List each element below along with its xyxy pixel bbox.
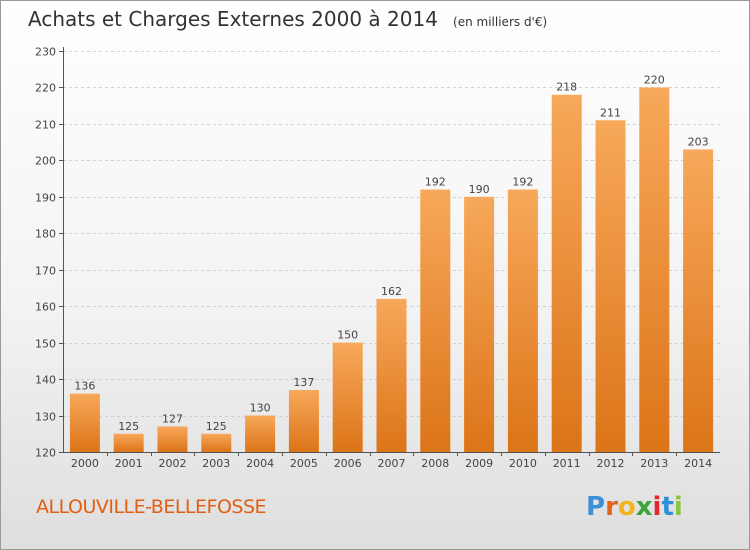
axes: 120 130 140 150 160 170 180 190 200 210 220 230 2000… bbox=[35, 46, 720, 470]
bar-2009 bbox=[464, 196, 495, 452]
logo-letter: i bbox=[673, 492, 683, 522]
bars bbox=[69, 87, 714, 453]
logo-letter: i bbox=[652, 492, 662, 522]
bar-2007 bbox=[376, 298, 407, 452]
x-tick-label: 2012 bbox=[597, 457, 625, 470]
y-tick-label: 160 bbox=[35, 301, 56, 314]
data-label: 203 bbox=[688, 135, 709, 148]
x-tick-label: 2010 bbox=[509, 457, 537, 470]
x-tick-label: 2002 bbox=[159, 457, 187, 470]
logo-letter: r bbox=[605, 492, 618, 522]
x-tick-label: 2009 bbox=[465, 457, 493, 470]
bar-2001 bbox=[113, 433, 144, 452]
y-tick-label: 150 bbox=[35, 338, 56, 351]
x-tick-label: 2004 bbox=[246, 457, 274, 470]
x-tick-label: 2007 bbox=[378, 457, 406, 470]
data-label: 150 bbox=[337, 329, 358, 342]
data-label: 190 bbox=[469, 183, 490, 196]
data-label: 211 bbox=[600, 106, 621, 119]
data-labels: 136 125 127 125 130 137 150 162 192 190 192 218 211 2… bbox=[74, 73, 708, 432]
logo-letter: o bbox=[617, 492, 636, 522]
y-tick-label: 170 bbox=[35, 265, 56, 278]
y-tick-label: 140 bbox=[35, 374, 56, 387]
proxiti-logo: Proxiti bbox=[586, 492, 683, 522]
data-label: 220 bbox=[644, 73, 665, 86]
y-tick-label: 220 bbox=[35, 82, 56, 95]
data-label: 127 bbox=[162, 412, 183, 425]
bar-2006 bbox=[332, 342, 363, 452]
x-tick-label: 2014 bbox=[684, 457, 712, 470]
x-tick-label: 2000 bbox=[71, 457, 99, 470]
y-tick-label: 190 bbox=[35, 192, 56, 205]
bar-2000 bbox=[69, 393, 100, 452]
data-label: 218 bbox=[556, 81, 577, 94]
x-tick-label: 2001 bbox=[115, 457, 143, 470]
data-label: 192 bbox=[425, 176, 446, 189]
x-tick-label: 2006 bbox=[334, 457, 362, 470]
data-label: 136 bbox=[74, 380, 95, 393]
bar-2012 bbox=[595, 120, 626, 452]
bar-2004 bbox=[245, 415, 276, 452]
chart-subtitle: (en milliers d'€) bbox=[453, 15, 548, 29]
y-tick-label: 120 bbox=[35, 447, 56, 460]
title-row: Achats et Charges Externes 2000 à 2014 (… bbox=[28, 7, 547, 31]
data-label: 125 bbox=[118, 420, 139, 433]
bar-2011 bbox=[551, 94, 582, 452]
y-tick-label: 180 bbox=[35, 228, 56, 241]
bar-2008 bbox=[420, 189, 451, 452]
bar-2014 bbox=[683, 149, 714, 452]
data-label: 137 bbox=[293, 376, 314, 389]
data-label: 162 bbox=[381, 285, 402, 298]
y-tick-label: 230 bbox=[35, 46, 56, 59]
chart-title: Achats et Charges Externes 2000 à 2014 bbox=[28, 7, 438, 31]
x-tick-label: 2003 bbox=[202, 457, 230, 470]
x-tick-label: 2011 bbox=[553, 457, 581, 470]
y-tick-label: 210 bbox=[35, 119, 56, 132]
bar-2003 bbox=[201, 433, 232, 452]
logo-letter: x bbox=[635, 492, 653, 522]
bar-2002 bbox=[157, 426, 188, 452]
logo-letter: t bbox=[661, 492, 674, 522]
data-label: 125 bbox=[206, 420, 227, 433]
y-tick-label: 200 bbox=[35, 155, 56, 168]
bar-2010 bbox=[507, 189, 538, 452]
data-label: 192 bbox=[512, 176, 533, 189]
logo-letter: P bbox=[586, 492, 606, 522]
data-label: 130 bbox=[250, 402, 271, 415]
bar-2013 bbox=[639, 87, 670, 453]
x-tick-label: 2008 bbox=[421, 457, 449, 470]
bar-2005 bbox=[288, 390, 319, 452]
x-tick-label: 2013 bbox=[640, 457, 668, 470]
y-tick-label: 130 bbox=[35, 411, 56, 424]
commune-name: ALLOUVILLE-BELLEFOSSE bbox=[36, 496, 267, 518]
x-tick-label: 2005 bbox=[290, 457, 318, 470]
